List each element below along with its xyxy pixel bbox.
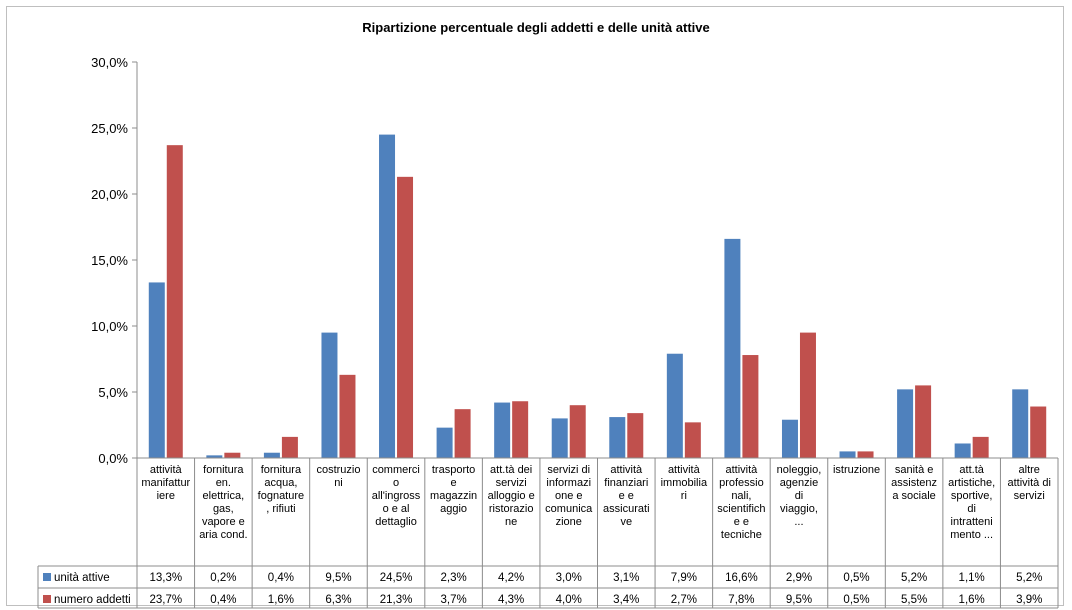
- bar-numero-addetti: [627, 413, 644, 458]
- category-label: noleggio, agenzie di viaggio,...: [777, 464, 822, 528]
- data-label: 2,9%: [786, 572, 812, 584]
- bar-unita-attive: [321, 332, 338, 458]
- category-label: fornitura acqua, fognature, rifiuti: [258, 464, 304, 515]
- data-label: 3,9%: [1016, 594, 1042, 606]
- bar-unita-attive: [148, 282, 165, 458]
- y-tick-label: 20,0%: [91, 187, 128, 202]
- bar-numero-addetti: [339, 374, 356, 458]
- bar-numero-addetti: [454, 409, 471, 458]
- category-label: attività immobilia ri: [661, 464, 708, 502]
- category-label: istruzione: [833, 464, 880, 476]
- data-label: 2,7%: [671, 594, 697, 606]
- y-tick-label: 10,0%: [91, 319, 128, 334]
- bar-numero-addetti: [972, 436, 989, 458]
- category-label: servizi di informazi one e comunica zione: [545, 464, 593, 528]
- bar-numero-addetti: [281, 436, 298, 458]
- legend-label: unità attive: [54, 572, 110, 584]
- data-label: 0,4%: [268, 572, 294, 584]
- bar-unita-attive: [436, 427, 453, 458]
- data-label: 0,5%: [843, 572, 869, 584]
- category-label: fornitura en. elettrica, gas, vapore e aria c…: [199, 464, 247, 541]
- bar-unita-attive: [379, 134, 396, 458]
- data-label: 16,6%: [725, 572, 758, 584]
- bar-numero-addetti: [397, 176, 414, 458]
- data-label: 1,1%: [959, 572, 985, 584]
- bar-unita-attive: [263, 452, 280, 458]
- bar-unita-attive: [954, 443, 971, 458]
- y-tick-label: 0,0%: [98, 451, 128, 466]
- data-label: 3,0%: [556, 572, 582, 584]
- data-label: 0,2%: [210, 572, 236, 584]
- bar-unita-attive: [666, 353, 683, 458]
- bar-unita-attive: [1012, 389, 1029, 458]
- category-label: commerci o all'ingross o e al dettaglio: [372, 464, 421, 528]
- legend-label: numero addetti: [54, 594, 131, 606]
- data-label: 3,1%: [613, 572, 639, 584]
- data-label: 1,6%: [959, 594, 985, 606]
- bar-numero-addetti: [857, 451, 874, 458]
- y-tick-label: 5,0%: [98, 385, 128, 400]
- data-label: 5,5%: [901, 594, 927, 606]
- data-label: 24,5%: [380, 572, 413, 584]
- bar-numero-addetti: [224, 452, 241, 458]
- bar-numero-addetti: [569, 405, 586, 458]
- bar-unita-attive: [494, 402, 511, 458]
- data-label: 7,8%: [728, 594, 754, 606]
- data-label: 0,5%: [843, 594, 869, 606]
- y-tick-label: 15,0%: [91, 253, 128, 268]
- bar-unita-attive: [839, 451, 856, 458]
- bar-numero-addetti: [512, 401, 529, 458]
- bar-numero-addetti: [166, 145, 183, 458]
- data-label: 5,2%: [901, 572, 927, 584]
- bar-unita-attive: [724, 238, 741, 458]
- category-label: attività manifattur iere: [141, 464, 190, 502]
- data-label: 5,2%: [1016, 572, 1042, 584]
- bar-unita-attive: [781, 419, 798, 458]
- category-label: attività finanziari e e assicurati ve: [603, 464, 649, 528]
- data-label: 13,3%: [149, 572, 182, 584]
- chart-title: Ripartizione percentuale degli addetti e…: [362, 20, 710, 35]
- bar-unita-attive: [551, 418, 568, 458]
- data-label: 4,2%: [498, 572, 524, 584]
- data-label: 3,7%: [440, 594, 466, 606]
- data-label: 21,3%: [380, 594, 413, 606]
- bar-numero-addetti: [684, 422, 701, 458]
- y-tick-label: 25,0%: [91, 121, 128, 136]
- data-label: 23,7%: [149, 594, 182, 606]
- data-label: 9,5%: [786, 594, 812, 606]
- data-label: 4,0%: [556, 594, 582, 606]
- data-label: 2,3%: [440, 572, 466, 584]
- data-label: 0,4%: [210, 594, 236, 606]
- data-label: 3,4%: [613, 594, 639, 606]
- bar-numero-addetti: [742, 355, 759, 458]
- legend-key-numero-addetti: [43, 595, 51, 603]
- bar-unita-attive: [897, 389, 914, 458]
- bar-numero-addetti: [915, 385, 932, 458]
- bar-numero-addetti: [1030, 406, 1047, 458]
- bar-unita-attive: [206, 455, 223, 458]
- category-label: attività professio nali, scientifich e e tecn…: [717, 464, 765, 541]
- category-label: sanità e assistenz a sociale: [891, 464, 937, 502]
- data-label: 6,3%: [325, 594, 351, 606]
- category-label: altre attività di servizi: [1008, 464, 1051, 502]
- data-label: 9,5%: [325, 572, 351, 584]
- category-label: trasporto e magazzin aggio: [430, 464, 477, 515]
- category-label: costruzio ni: [316, 464, 360, 489]
- bar-unita-attive: [609, 417, 626, 458]
- legend-key-unita-attive: [43, 573, 51, 581]
- category-label: att.tà dei servizi alloggio e ristorazio ne: [488, 464, 535, 528]
- data-label: 1,6%: [268, 594, 294, 606]
- y-tick-label: 30,0%: [91, 55, 128, 70]
- category-label: att.tà artistiche, sportive, di intratteni me…: [948, 464, 995, 541]
- data-label: 4,3%: [498, 594, 524, 606]
- bar-numero-addetti: [799, 332, 816, 458]
- data-label: 7,9%: [671, 572, 697, 584]
